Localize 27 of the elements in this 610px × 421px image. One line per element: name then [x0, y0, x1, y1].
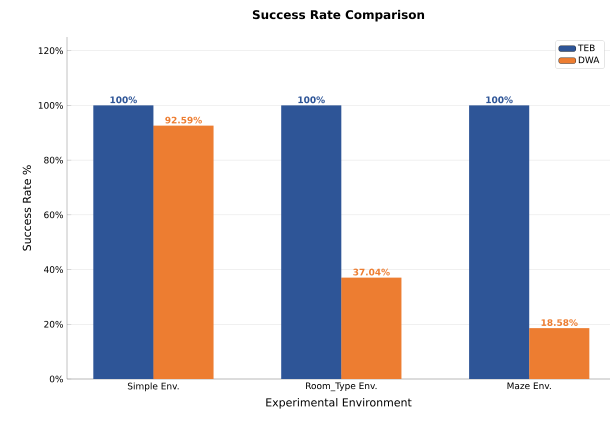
data-label: 18.58%: [542, 319, 578, 326]
bar: [529, 328, 590, 379]
legend-label: TEB: [578, 44, 595, 52]
x-axis-title: Experimental Environment: [266, 398, 412, 409]
bar: [341, 278, 402, 379]
x-tick-label: Maze Env.: [508, 382, 551, 390]
x-tick-label: Room_Type Env.: [306, 382, 377, 392]
y-tick-label: 100%: [38, 102, 63, 109]
data-label: 100%: [298, 96, 325, 104]
chart-title: Success Rate Comparison: [252, 10, 424, 22]
data-label: 37.04%: [353, 268, 390, 276]
data-label: 100%: [486, 96, 513, 104]
x-tick-label: Simple Env.: [128, 382, 179, 392]
data-label: 100%: [110, 96, 137, 104]
bar: [93, 105, 154, 379]
bar: [469, 105, 530, 379]
y-tick-label: 60%: [44, 211, 63, 218]
data-label: 92.59%: [165, 116, 202, 124]
bar: [153, 126, 214, 379]
y-tick-label: 0%: [50, 376, 63, 382]
y-tick-label: 40%: [44, 266, 63, 273]
y-tick-label: 20%: [44, 320, 63, 328]
y-axis-title: Success Rate %: [22, 165, 32, 251]
legend-label: DWA: [578, 56, 600, 64]
y-tick-label: 120%: [38, 47, 63, 54]
bar: [281, 105, 342, 379]
y-tick-label: 80%: [44, 156, 63, 164]
